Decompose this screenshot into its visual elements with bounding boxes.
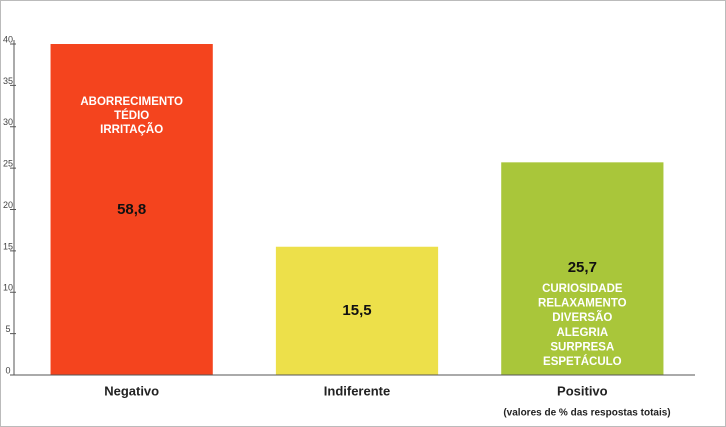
value-label: 25,7 xyxy=(568,259,597,276)
bar xyxy=(501,162,664,375)
y-tick-label: 10 xyxy=(3,283,13,293)
bar-annotation: DIVERSÃO xyxy=(552,311,612,324)
bar-annotation: ESPETÁCULO xyxy=(543,355,622,368)
y-tick-label: 35 xyxy=(3,76,13,86)
bar-annotation: SURPRESA xyxy=(550,341,614,353)
value-label: 15,5 xyxy=(342,302,371,319)
bar-annotation: CURIOSIDADE xyxy=(542,283,623,295)
value-label: 58,8 xyxy=(117,201,146,218)
x-tick-label: Positivo xyxy=(557,383,608,398)
footnote: (valores de % das respostas totais) xyxy=(503,408,670,419)
bar-annotation: IRRITAÇÃO xyxy=(100,123,163,136)
y-tick-label: 30 xyxy=(3,117,13,127)
y-tick-label: 5 xyxy=(5,324,10,334)
y-tick-label: 40 xyxy=(3,34,13,44)
x-tick-label: Indiferente xyxy=(324,383,390,398)
x-tick-label: Negativo xyxy=(104,383,159,398)
bar-annotation: ABORRECIMENTO xyxy=(80,96,183,108)
y-tick-label: 20 xyxy=(3,200,13,210)
y-tick-label: 15 xyxy=(3,241,13,251)
y-tick-label: 25 xyxy=(3,159,13,169)
bar-annotation: TÉDIO xyxy=(114,109,149,122)
bar-annotation: ALEGRIA xyxy=(556,327,608,339)
bar xyxy=(275,246,439,375)
y-tick-label: 0 xyxy=(5,365,10,375)
bar-annotation: RELAXAMENTO xyxy=(538,298,627,310)
bar xyxy=(50,44,213,375)
